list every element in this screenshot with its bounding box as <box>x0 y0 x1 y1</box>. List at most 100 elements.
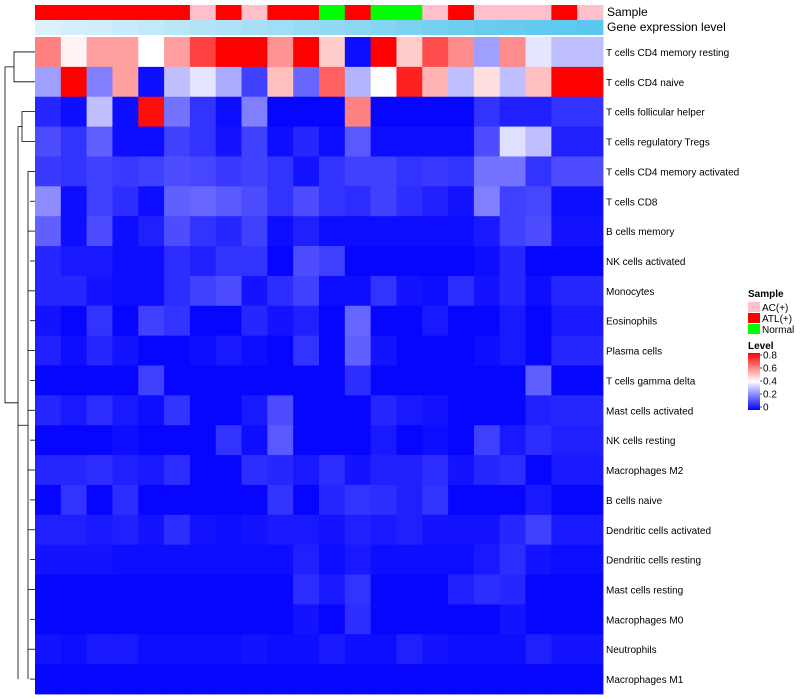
heatmap-cell <box>86 574 113 605</box>
legend-swatch <box>748 302 760 312</box>
heatmap-cell <box>448 156 475 187</box>
heatmap-cell <box>215 186 242 217</box>
heatmap-cell <box>60 455 88 486</box>
heatmap-cell <box>370 96 397 127</box>
heatmap-cell <box>396 305 423 337</box>
heatmap-cell <box>344 604 372 635</box>
heatmap-cell <box>215 37 242 68</box>
heatmap-cell <box>35 126 62 157</box>
heatmap-cell <box>189 37 217 68</box>
heatmap-cell <box>215 126 242 157</box>
heatmap-cell <box>370 544 397 575</box>
legend-tick-label: 0.4 <box>763 377 777 388</box>
heatmap-cell <box>138 126 165 157</box>
heatmap-cell <box>422 156 449 187</box>
heatmap-cell <box>138 455 165 486</box>
heatmap-cell <box>422 275 449 307</box>
heatmap-cell <box>215 96 242 127</box>
heatmap-cell <box>370 514 397 546</box>
heatmap-cell <box>215 634 242 665</box>
heatmap-cell <box>396 484 423 516</box>
heatmap-cell <box>60 634 88 665</box>
heatmap-cell <box>422 574 449 605</box>
heatmap-cell <box>60 664 88 695</box>
heatmap-cell <box>189 574 217 605</box>
heatmap-cell <box>86 246 113 277</box>
heatmap-cell <box>551 604 578 635</box>
heatmap-cell <box>112 574 139 605</box>
heatmap-cell <box>422 96 449 127</box>
heatmap-cell <box>370 574 397 605</box>
heatmap-cell <box>86 664 113 695</box>
heatmap-cell <box>189 514 217 546</box>
sample-cell <box>344 5 372 20</box>
heatmap-cell <box>267 425 294 456</box>
heatmap-cell <box>499 395 526 426</box>
sample-cell <box>112 5 139 20</box>
heatmap-cell <box>422 484 449 516</box>
heatmap-cell <box>551 37 578 68</box>
legend-entry-label: ATL(+) <box>762 314 792 325</box>
sample-cell <box>370 5 397 20</box>
legend-sample-entries: AC(+)ATL(+)Normal <box>748 302 794 336</box>
heatmap-cell <box>215 246 242 277</box>
heatmap-cell <box>60 574 88 605</box>
sample-cell <box>473 5 501 20</box>
heatmap-cell <box>138 96 165 127</box>
heatmap-cell <box>164 96 191 127</box>
heatmap-cell <box>396 604 423 635</box>
heatmap-cell <box>189 365 217 396</box>
heatmap-cell <box>525 544 552 575</box>
heatmap-cell <box>112 305 139 337</box>
sample-cell <box>164 5 191 20</box>
heatmap-cell <box>267 66 294 98</box>
heatmap-cell <box>448 246 475 277</box>
heatmap-cell <box>577 574 604 605</box>
heatmap-cell <box>499 425 526 456</box>
expression-cell <box>448 20 475 35</box>
heatmap-cell <box>267 544 294 575</box>
heatmap-cell <box>189 156 217 187</box>
heatmap-cell <box>60 544 88 575</box>
heatmap-cell <box>551 156 578 187</box>
heatmap-cell <box>422 365 449 396</box>
heatmap-cell <box>422 604 449 635</box>
heatmap-cell <box>551 126 578 157</box>
heatmap-cell <box>525 574 552 605</box>
heatmap-cell <box>293 365 320 396</box>
heatmap-cell <box>525 216 552 247</box>
row-label: T cells gamma delta <box>606 376 696 387</box>
heatmap-cell <box>241 574 268 605</box>
heatmap-cell <box>267 275 294 307</box>
expression-cell <box>164 20 191 35</box>
heatmap-cell <box>396 216 423 247</box>
heatmap-cell <box>344 96 372 127</box>
expression-cell <box>370 20 397 35</box>
heatmap-cell <box>319 604 346 635</box>
heatmap-cell <box>241 126 268 157</box>
row-label: T cells regulatory Tregs <box>606 138 710 149</box>
heatmap-cell <box>112 455 139 486</box>
heatmap-cell <box>60 484 88 516</box>
heatmap-cell <box>189 664 217 695</box>
heatmap-cell <box>164 275 191 307</box>
heatmap-cell <box>525 365 552 396</box>
heatmap-cell <box>215 335 242 366</box>
row-label: Dendritic cells resting <box>606 556 701 567</box>
expression-cell <box>577 20 604 35</box>
heatmap-cell <box>319 66 346 98</box>
heatmap-cell <box>86 96 113 127</box>
sample-cell <box>448 5 475 20</box>
heatmap-cell <box>86 335 113 366</box>
heatmap-cell <box>35 275 62 307</box>
heatmap-cell <box>525 664 552 695</box>
heatmap-cell <box>164 37 191 68</box>
heatmap-cell <box>35 96 62 127</box>
heatmap-cell <box>241 395 268 426</box>
heatmap-cell <box>293 216 320 247</box>
heatmap-cell <box>189 544 217 575</box>
heatmap-cell <box>189 305 217 337</box>
heatmap-cell <box>267 634 294 665</box>
heatmap-cell <box>319 246 346 277</box>
